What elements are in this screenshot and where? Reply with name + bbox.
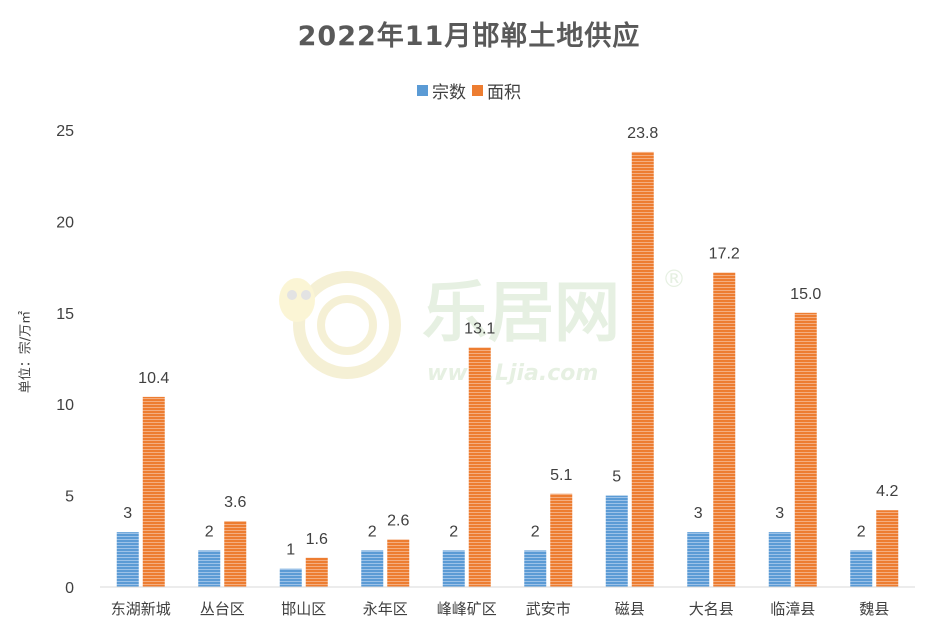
legend-item-area: 面积 [472,78,521,103]
bar-count [361,550,384,587]
data-label-count: 2 [531,523,540,540]
x-tick-label: 临漳县 [770,600,815,618]
data-label-area: 5.1 [550,467,572,484]
x-tick-label: 魏县 [859,600,889,618]
data-label-count: 2 [449,523,458,540]
x-tick-label: 武安市 [526,600,571,618]
bar-count [850,550,873,587]
bar-count [524,550,547,587]
data-label-area: 3.6 [224,494,246,511]
bar-area [224,521,247,587]
bar-count [198,550,221,587]
chart-title: 2022年11月邯郸土地供应 [297,21,641,52]
data-label-area: 17.2 [709,246,740,263]
data-label-area: 2.6 [387,512,409,529]
bar-area [550,493,573,587]
x-tick-label: 丛台区 [200,600,245,618]
x-tick-label: 磁县 [615,600,645,618]
legend-swatch-count [417,85,428,96]
data-labels: 3 10.4 2 3.6 1 1.6 2 2.6 2 13.1 2 5.1 5 23.8 3 17.2 3 15.… [123,125,898,559]
y-tick-label: 5 [65,489,74,506]
y-tick-label: 10 [56,397,74,414]
bar-area [631,151,654,587]
watermark-logo-text: 乐居网 [422,274,620,351]
watermark-logo: 乐居网 ® www.Ljia.com [279,265,686,386]
data-label-count: 3 [694,505,703,522]
legend-label-area: 面积 [487,83,521,103]
data-label-count: 1 [286,542,295,559]
bar-area [387,539,410,587]
y-tick-label: 25 [56,123,74,140]
bar-count [768,532,791,587]
data-label-area: 13.1 [464,321,495,338]
legend: 宗数 面积 [0,78,938,103]
bar-count [687,532,710,587]
bar-count [605,495,628,587]
y-tick-label: 15 [56,306,74,323]
snail-icon [279,271,401,379]
data-label-count: 2 [205,523,214,540]
watermark-registered-mark: ® [662,265,686,293]
watermark-url: www.Ljia.com [427,361,598,386]
data-label-count: 2 [368,523,377,540]
x-tick-label: 大名县 [689,600,734,618]
bar-area [794,312,817,587]
data-label-area: 15.0 [790,286,821,303]
x-tick-label: 邯山区 [281,600,326,618]
legend-swatch-area [472,85,483,96]
x-tick-label: 峰峰矿区 [437,600,497,618]
data-label-count: 3 [775,505,784,522]
y-axis-ticks: 0 5 10 15 20 25 [56,123,74,597]
bar-count [442,550,465,587]
data-label-area: 1.6 [306,531,328,548]
data-label-area: 4.2 [876,483,898,500]
data-label-count: 2 [857,523,866,540]
legend-label-count: 宗数 [432,83,466,103]
y-tick-label: 0 [65,580,74,597]
bar-area [142,396,165,587]
data-label-area: 10.4 [138,370,169,387]
bar-count [116,532,139,587]
bar-area [876,510,899,587]
x-axis-ticks: 东湖新城 丛台区 邯山区 永年区 峰峰矿区 武安市 磁县 大名县 临漳县 魏县 [111,600,890,618]
bar-area [468,347,491,587]
y-tick-label: 20 [56,214,74,231]
legend-item-count: 宗数 [417,78,466,103]
data-label-count: 5 [612,469,621,486]
bar-area [713,272,736,587]
bar-area [305,557,328,587]
data-label-count: 3 [123,505,132,522]
x-tick-label: 东湖新城 [111,600,171,618]
x-tick-label: 永年区 [363,600,408,618]
data-label-area: 23.8 [627,125,658,142]
bar-count [279,568,302,587]
bars [116,151,899,587]
